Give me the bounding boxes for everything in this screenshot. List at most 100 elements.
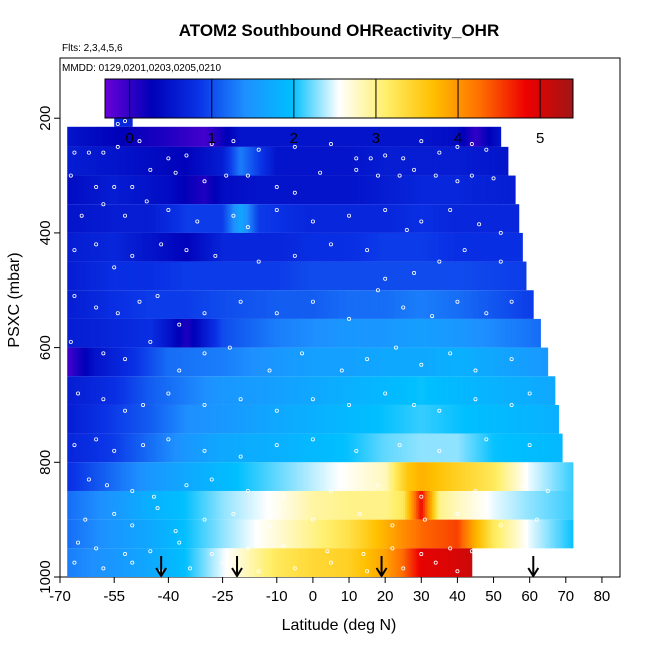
- heatmap-cell: [209, 204, 213, 233]
- heatmap-cell: [293, 290, 296, 319]
- heatmap-cell: [273, 347, 276, 377]
- heatmap-cell: [452, 376, 455, 405]
- heatmap-cell: [403, 175, 406, 205]
- heatmap-cell: [470, 261, 473, 291]
- observation-point: [393, 345, 398, 350]
- heatmap-cell: [464, 146, 467, 176]
- heatmap-cell: [471, 204, 475, 233]
- heatmap-cell: [412, 548, 415, 577]
- heatmap-cell: [117, 126, 121, 147]
- heatmap-cell: [173, 490, 177, 520]
- heatmap-cell: [90, 347, 93, 377]
- heatmap-cell: [265, 490, 269, 520]
- heatmap-cell: [246, 318, 249, 348]
- heatmap-cell: [116, 376, 119, 405]
- heatmap-cell: [83, 376, 86, 405]
- heatmap-cell: [554, 490, 558, 520]
- heatmap-cell: [354, 290, 357, 319]
- heatmap-cell: [146, 146, 149, 176]
- heatmap-cell: [368, 318, 372, 348]
- heatmap-cell: [303, 347, 307, 377]
- heatmap-cell: [101, 347, 104, 377]
- heatmap-cell: [186, 204, 189, 233]
- heatmap-cell: [466, 175, 469, 205]
- heatmap-cell: [96, 318, 99, 348]
- heatmap-cell: [108, 404, 111, 434]
- heatmap-cell: [405, 204, 408, 233]
- observation-point: [231, 213, 236, 218]
- heatmap-cell: [424, 462, 428, 491]
- heatmap-cell: [274, 318, 278, 348]
- heatmap-cell: [377, 204, 381, 233]
- heatmap-cell: [249, 146, 252, 176]
- heatmap-cell: [448, 433, 451, 463]
- heatmap-cell: [247, 175, 251, 205]
- heatmap-cell: [390, 175, 393, 205]
- heatmap-cell: [450, 318, 453, 348]
- heatmap-cell: [247, 519, 251, 549]
- heatmap-cell: [426, 519, 429, 549]
- heatmap-cell: [103, 232, 106, 262]
- heatmap-cell: [567, 462, 570, 491]
- heatmap-cell: [264, 146, 267, 176]
- heatmap-cell: [211, 204, 214, 233]
- heatmap-cell: [294, 376, 298, 405]
- heatmap-cell: [132, 175, 135, 205]
- heatmap-cell: [69, 462, 72, 491]
- heatmap-cell: [303, 232, 307, 262]
- heatmap-cell: [531, 376, 534, 405]
- heatmap-cell: [480, 490, 484, 520]
- heatmap-cell: [85, 347, 88, 377]
- heatmap-cell: [396, 175, 399, 205]
- heatmap-cell: [218, 347, 222, 377]
- heatmap-cell: [74, 490, 77, 520]
- heatmap-cell: [412, 175, 415, 205]
- heatmap-cell: [193, 126, 196, 147]
- heatmap-cell: [157, 175, 160, 205]
- heatmap-cell: [471, 126, 475, 147]
- heatmap-cell: [126, 261, 130, 291]
- heatmap-cell: [231, 146, 234, 176]
- heatmap-cell: [177, 204, 180, 233]
- heatmap-cell: [162, 404, 166, 434]
- heatmap-cell: [139, 462, 142, 491]
- heatmap-cell: [560, 490, 563, 520]
- heatmap-cell: [459, 519, 462, 549]
- heatmap-cell: [269, 126, 272, 147]
- heatmap-cell: [491, 204, 494, 233]
- heatmap-cell: [488, 347, 491, 377]
- heatmap-cell: [336, 519, 339, 549]
- heatmap-cell: [146, 433, 149, 463]
- heatmap-cell: [316, 175, 319, 205]
- heatmap-cell: [522, 462, 525, 491]
- heatmap-cell: [293, 232, 296, 262]
- observation-point: [545, 488, 550, 493]
- heatmap-cell: [72, 433, 75, 463]
- heatmap-cell: [480, 290, 484, 319]
- heatmap-cell: [99, 126, 102, 147]
- heatmap-cell: [83, 404, 86, 434]
- heatmap-cell: [437, 290, 440, 319]
- heatmap-cell: [199, 404, 202, 434]
- heatmap-cell: [276, 490, 279, 520]
- heatmap-cell: [471, 261, 475, 291]
- heatmap-cell: [238, 175, 242, 205]
- heatmap-cell: [385, 404, 388, 434]
- heatmap-cell: [396, 318, 399, 348]
- heatmap-cell: [509, 347, 513, 377]
- heatmap-cell: [213, 519, 216, 549]
- heatmap-cell: [524, 519, 527, 549]
- heatmap-cell: [177, 433, 180, 463]
- heatmap-cell: [200, 548, 204, 577]
- heatmap-cell: [74, 261, 77, 291]
- heatmap-cell: [255, 347, 258, 377]
- heatmap-cell: [159, 318, 162, 348]
- heatmap-cell: [271, 126, 274, 147]
- heatmap-cell: [94, 490, 97, 520]
- heatmap-cell: [79, 204, 83, 233]
- heatmap-cell: [484, 290, 487, 319]
- heatmap-cell: [309, 204, 312, 233]
- heatmap-cell: [405, 376, 408, 405]
- heatmap-cell: [298, 290, 301, 319]
- heatmap-cell: [146, 347, 149, 377]
